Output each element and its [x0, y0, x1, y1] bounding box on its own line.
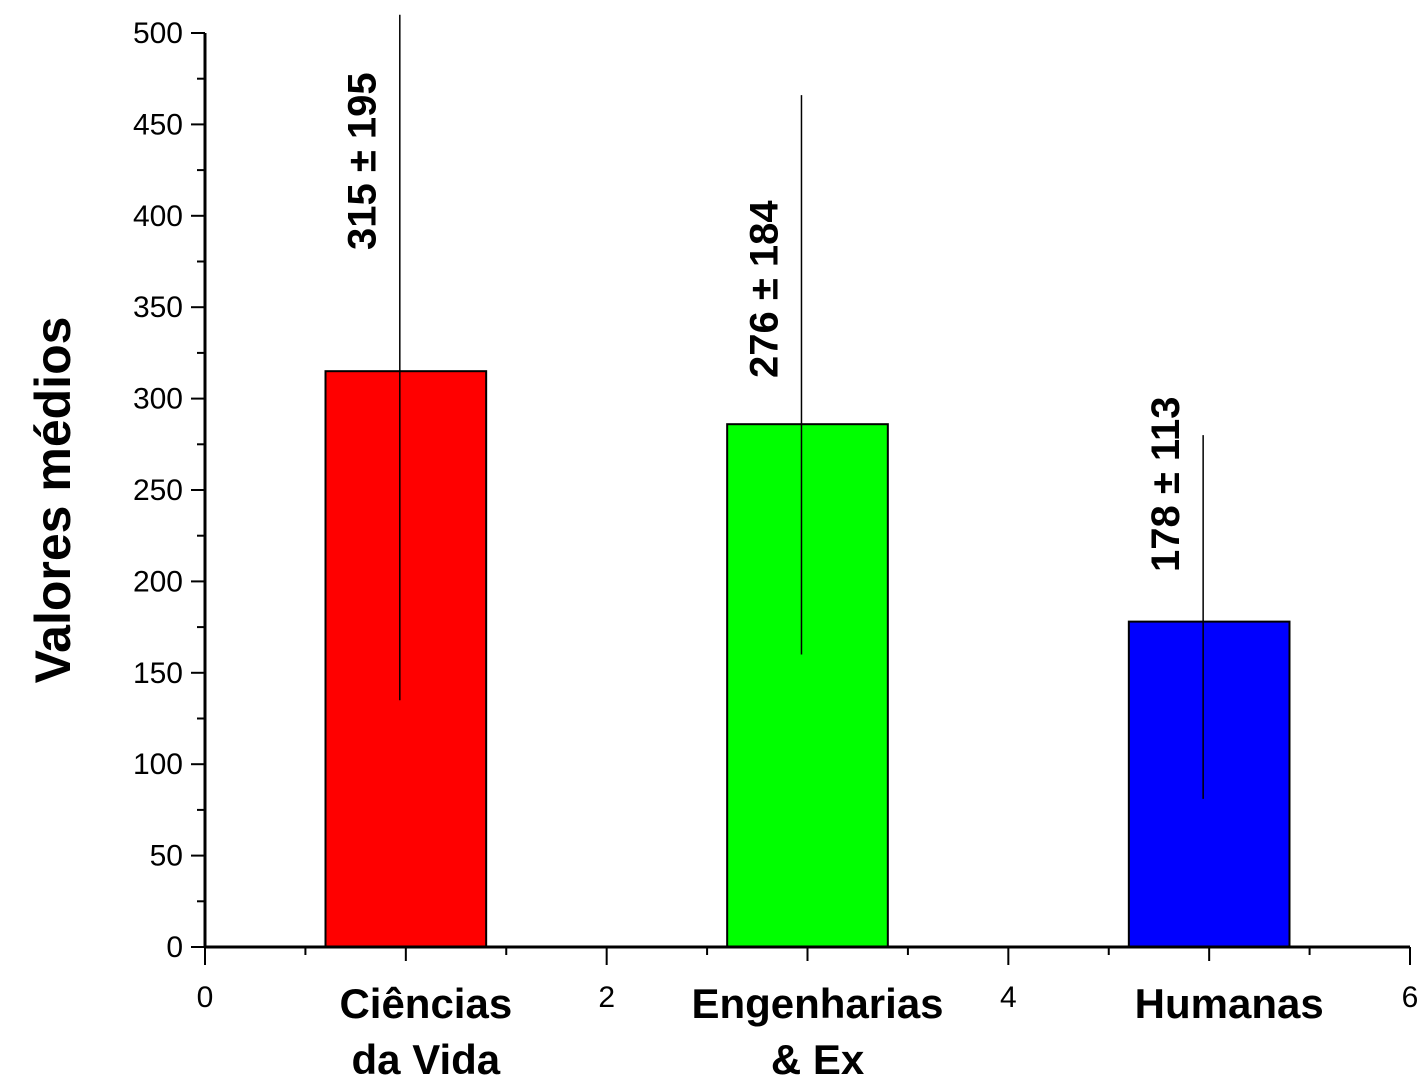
x-tick-label: 6: [1402, 981, 1419, 1014]
bar: [324, 370, 488, 948]
error-bars-layer: [399, 14, 1204, 799]
bar: [726, 423, 889, 948]
category-label: Ciências: [339, 980, 512, 1027]
category-label: Humanas: [1135, 980, 1324, 1027]
bar: [1127, 620, 1291, 949]
y-tick-label: 350: [133, 291, 183, 324]
y-axis-label: Valores médios: [25, 317, 81, 684]
y-tick-label: 150: [133, 657, 183, 690]
bar-annotations-layer: 315 ± 195 276 ± 184 178 ± 113: [341, 72, 1188, 572]
x-tick-label: 4: [1000, 981, 1017, 1014]
y-ticks-layer: 0 50 100 150 200 250 300 350 400 450 500: [133, 17, 205, 964]
category-label: Engenharias: [691, 980, 943, 1027]
category-label: & Ex: [771, 1036, 865, 1083]
x-ticks-layer: 0 2 4 6: [197, 947, 1419, 1014]
bars-layer: [324, 370, 1291, 949]
y-tick-label: 250: [133, 474, 183, 507]
category-labels-layer: Ciências da Vida Engenharias & Ex Humanas: [339, 980, 1323, 1083]
y-tick-label: 100: [133, 748, 183, 781]
bar-value-label: 276 ± 184: [742, 200, 786, 378]
x-tick-label: 2: [598, 981, 615, 1014]
x-tick-label: 0: [197, 981, 214, 1014]
y-tick-label: 400: [133, 200, 183, 233]
category-label: da Vida: [352, 1036, 501, 1083]
y-tick-label: 200: [133, 565, 183, 598]
bar-value-label: 178 ± 113: [1144, 397, 1188, 572]
y-tick-label: 50: [150, 840, 183, 873]
y-tick-label: 500: [133, 17, 183, 50]
y-tick-label: 0: [166, 931, 183, 964]
bar-value-label: 315 ± 195: [341, 72, 385, 250]
y-tick-label: 450: [133, 108, 183, 141]
y-tick-label: 300: [133, 383, 183, 416]
